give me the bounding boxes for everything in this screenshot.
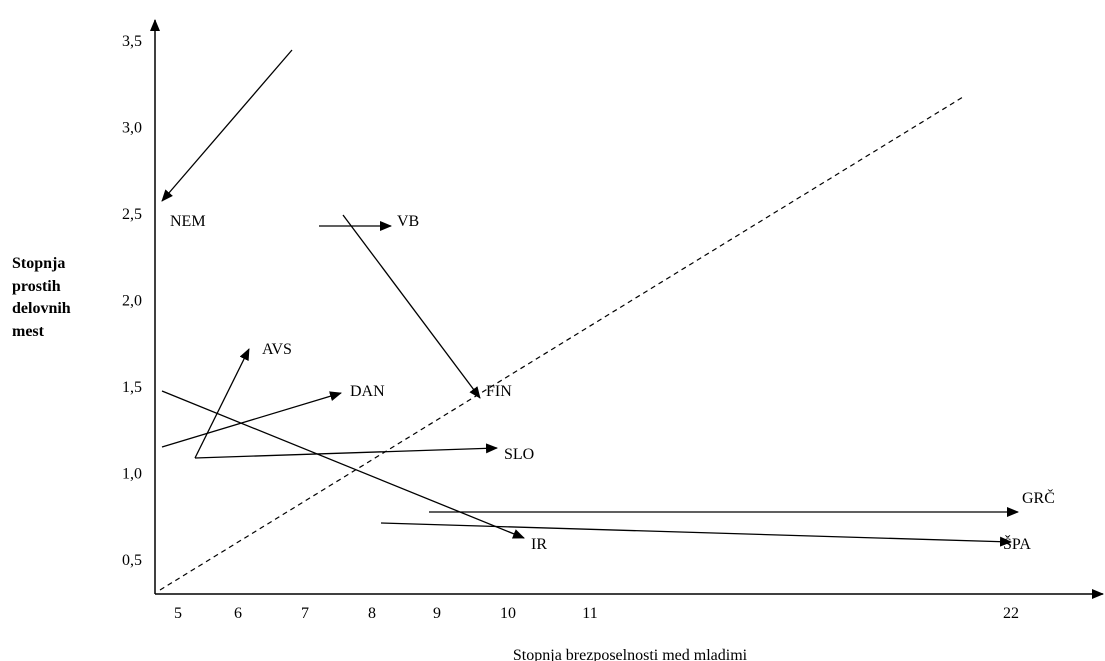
y-axis-title: Stopnja prostih delovnih mest [12, 255, 71, 340]
x-tick-label: 7 [301, 605, 309, 622]
dashed-reference-line [159, 96, 964, 591]
arrow-ir [161, 390, 525, 539]
country-label-ir: IR [531, 536, 547, 553]
x-tick-label: 10 [500, 605, 516, 622]
y-tick-label: 3,5 [122, 33, 142, 50]
arrow-slo [194, 443, 498, 459]
x-axis-title: Stopnja brezposelnosti med mladimi [513, 647, 748, 661]
x-tick-label: 9 [433, 605, 441, 622]
country-label-grč: GRČ [1022, 488, 1055, 507]
country-label-špa: ŠPA [1003, 534, 1031, 553]
x-tick-label: 11 [582, 605, 597, 622]
country-label-slo: SLO [504, 446, 534, 463]
y-tick-label: 2,5 [122, 206, 142, 223]
arrow-špa [380, 522, 1012, 547]
arrow-nem [161, 49, 293, 202]
y-axis-title-line: prostih [12, 278, 61, 295]
arrows [161, 49, 1019, 547]
arrow-avs [194, 348, 250, 459]
y-tick-label: 1,5 [122, 379, 142, 396]
y-tick-labels: 0,5 1,0 1,5 2,0 2,5 3,0 3,5 [122, 33, 142, 569]
country-label-nem: NEM [170, 213, 206, 230]
country-labels: NEM VB FIN AVS DAN SLO IR GRČ ŠPA [170, 213, 1055, 553]
country-label-dan: DAN [350, 383, 385, 400]
y-axis-title-line: Stopnja [12, 255, 65, 272]
x-tick-label: 8 [368, 605, 376, 622]
x-tick-label: 5 [174, 605, 182, 622]
y-tick-label: 0,5 [122, 552, 142, 569]
y-axis-title-line: mest [12, 323, 45, 340]
y-tick-label: 2,0 [122, 293, 142, 310]
arrow-fin [342, 214, 481, 399]
arrow-dan [161, 391, 342, 448]
country-label-vb: VB [397, 213, 419, 230]
y-tick-label: 1,0 [122, 466, 142, 483]
country-label-fin: FIN [486, 383, 512, 400]
x-tick-labels: 5 6 7 8 9 10 11 22 [174, 605, 1019, 622]
y-axis-title-line: delovnih [12, 300, 71, 317]
y-tick-label: 3,0 [122, 120, 142, 137]
x-tick-label: 6 [234, 605, 242, 622]
country-label-avs: AVS [262, 341, 292, 358]
reference-line [159, 96, 964, 591]
x-tick-label: 22 [1003, 605, 1019, 622]
